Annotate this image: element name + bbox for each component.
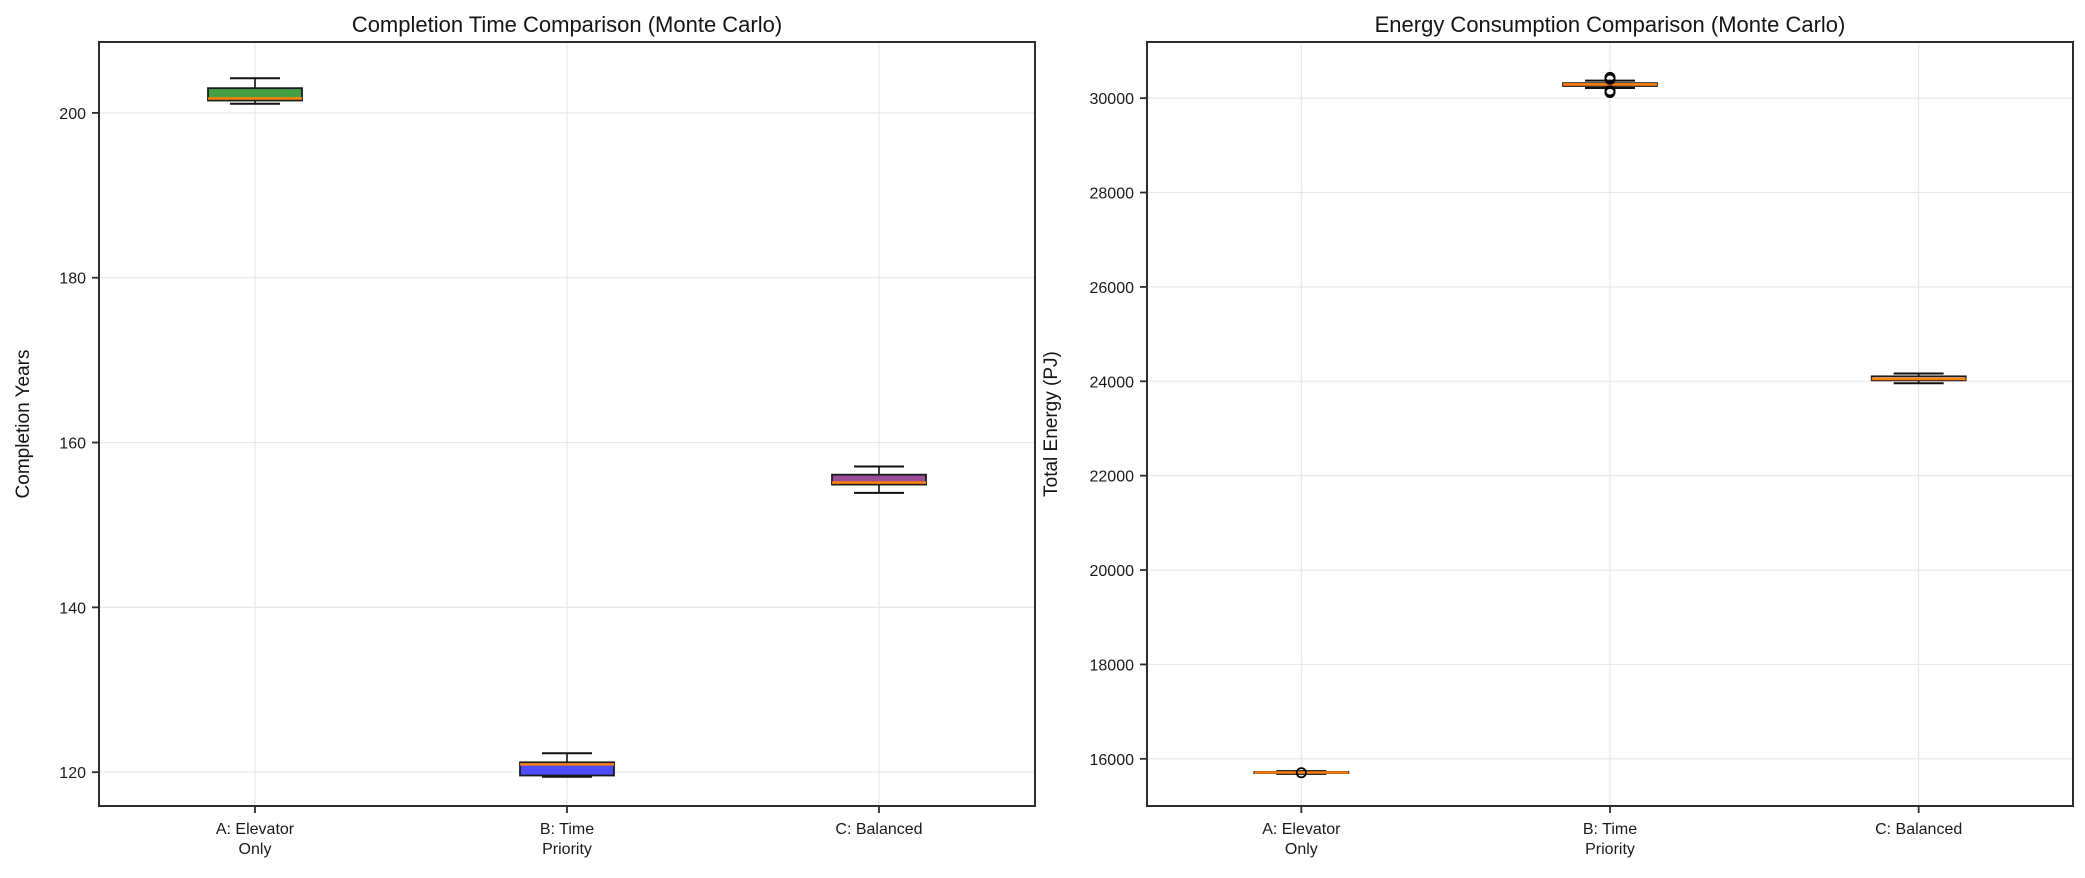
y-tick-label: 18000 — [1090, 657, 1135, 674]
y-tick-label: 26000 — [1090, 280, 1135, 297]
y-tick-label: 180 — [59, 271, 86, 288]
completion-time-comparison-monte-carlo-y-axis: 120 140 160 180 200 — [59, 106, 99, 782]
completion-time-comparison-monte-carlo-box-a-elevator-only — [207, 77, 303, 105]
y-tick-label: 120 — [59, 765, 86, 782]
y-tick-label: 140 — [59, 600, 86, 617]
x-tick-label: A: Elevator Only — [1262, 821, 1341, 858]
energy-consumption-comparison-monte-carlo-x-axis: A: Elevator Only B: Time Priority C: Balance… — [1262, 806, 1962, 858]
outlier-marker — [1604, 86, 1616, 98]
y-tick-label: 20000 — [1090, 563, 1135, 580]
energy-consumption-comparison-monte-carlo-plot: 16000 18000 20000 22000 24000 26000 28000 30000… — [1090, 41, 2074, 858]
completion-time-comparison-monte-carlo-box-c-balanced — [831, 465, 927, 494]
y-tick-label: 16000 — [1090, 752, 1135, 769]
y-tick-label: 160 — [59, 436, 86, 453]
right-chart-title: Energy Consumption Comparison (Monte Car… — [1374, 12, 1846, 37]
y-tick-label: 24000 — [1090, 374, 1135, 391]
outlier-marker — [1295, 767, 1307, 779]
energy-consumption-comparison-monte-carlo-box-b-time-priority — [1562, 71, 1658, 98]
energy-consumption-comparison-monte-carlo-y-axis: 16000 18000 20000 22000 24000 26000 28000 30000 — [1090, 91, 1147, 769]
outlier-marker — [1604, 73, 1616, 85]
y-tick-label: 200 — [59, 106, 86, 123]
iqr-box — [831, 473, 927, 486]
y-tick-label: 30000 — [1090, 91, 1135, 108]
energy-consumption-comparison-monte-carlo-box-c-balanced — [1870, 372, 1967, 385]
x-tick-label: B: Time Priority — [540, 821, 594, 858]
x-tick-label: C: Balanced — [1875, 821, 1962, 838]
completion-time-comparison-monte-carlo-box-b-time-priority — [519, 752, 615, 778]
y-tick-label: 22000 — [1090, 469, 1135, 486]
x-tick-label: C: Balanced — [835, 821, 922, 838]
completion-time-comparison-monte-carlo-x-axis: A: Elevator Only B: Time Priority C: Balance… — [216, 806, 923, 858]
y-tick-label: 28000 — [1090, 186, 1135, 203]
completion-time-comparison-monte-carlo-gridlines — [99, 42, 1035, 806]
x-tick-label: A: Elevator Only — [216, 821, 295, 858]
x-tick-label: B: Time Priority — [1583, 821, 1637, 858]
energy-consumption-comparison-monte-carlo-gridlines — [1147, 42, 2073, 806]
left-chart-title: Completion Time Comparison (Monte Carlo) — [351, 12, 783, 37]
energy-consumption-comparison-monte-carlo-box-a-elevator-only — [1253, 767, 1350, 779]
completion-time-comparison-monte-carlo-plot: 120 140 160 180 200 A: Elevator Only B: Time Pri… — [59, 41, 1036, 858]
